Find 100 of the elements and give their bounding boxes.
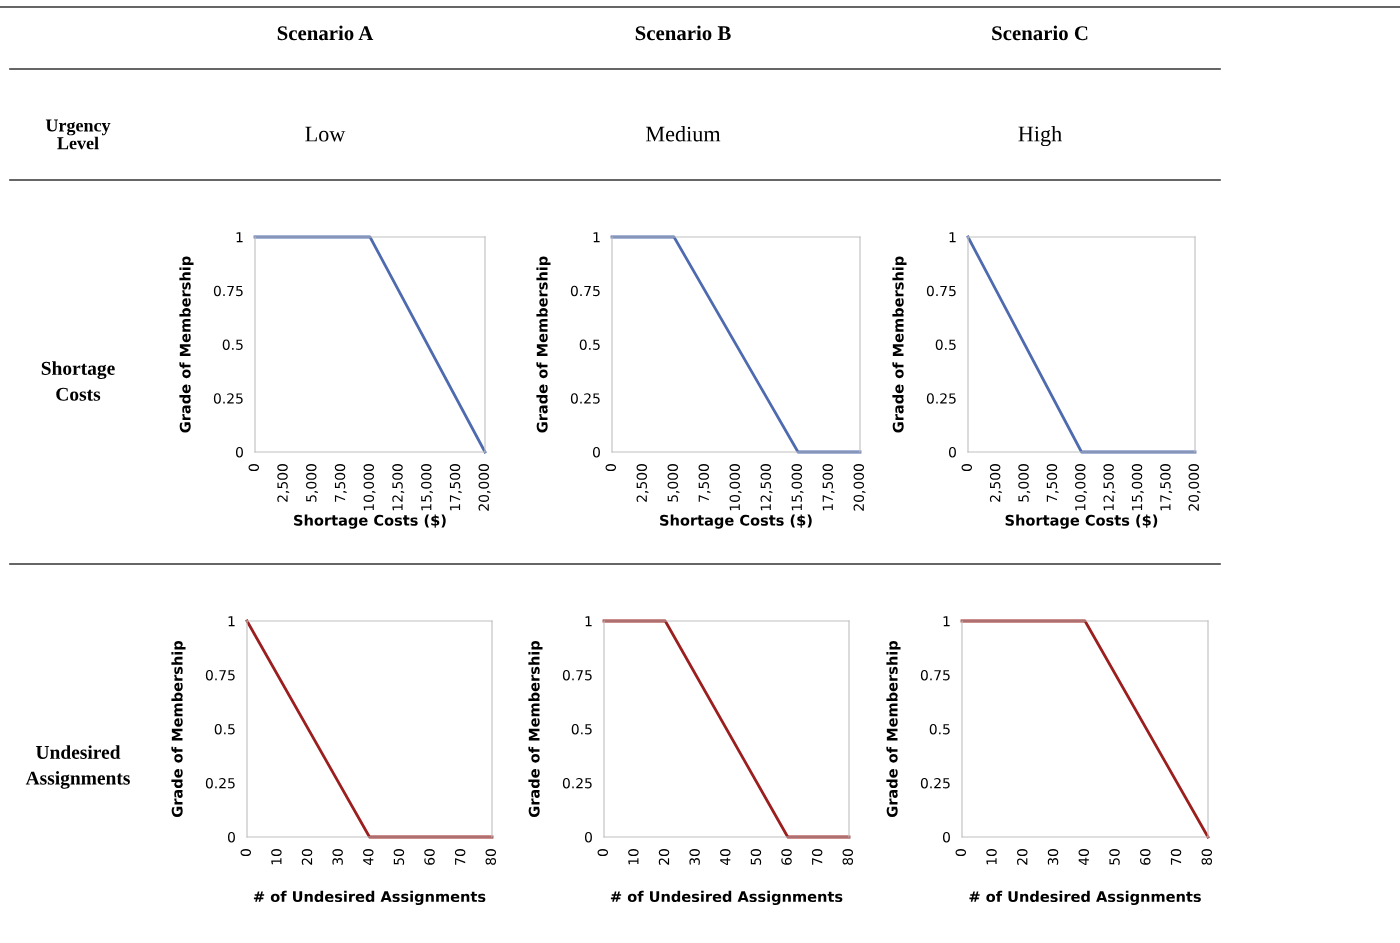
x-tick-label: 17,500 xyxy=(1160,464,1173,511)
x-tick-label: 40 xyxy=(720,849,731,866)
x-tick-label: 40 xyxy=(1078,849,1090,866)
x-tick-label: 30 xyxy=(689,849,700,865)
x-tick-label: 10 xyxy=(271,849,282,865)
y-tick-label: 0.5 xyxy=(579,339,600,350)
x-tick-label: 15,000 xyxy=(421,464,433,511)
x-tick-label: 30 xyxy=(332,849,343,865)
text: Scenario B xyxy=(635,25,731,41)
x-tick-label: 17,500 xyxy=(822,464,835,511)
x-tick-label: 12,500 xyxy=(760,464,773,511)
x-tick-label: 7,500 xyxy=(698,464,711,502)
x-tick-label: 20,000 xyxy=(478,464,491,511)
x-axis-title: Shortage Costs ($) xyxy=(294,514,446,529)
x-axis-title: # of Undesired Assignments xyxy=(610,890,843,906)
y-tick-label: 0.25 xyxy=(570,393,600,404)
x-tick-label: 70 xyxy=(1170,849,1182,865)
y-tick-label: 0.75 xyxy=(562,669,592,681)
x-tick-label: 12,500 xyxy=(392,464,405,511)
y-axis-title: Grade of Membership xyxy=(171,640,186,818)
y-tick-label: 0.75 xyxy=(570,285,600,297)
y-tick-label: 1 xyxy=(949,232,956,243)
y-tick-label: 0.25 xyxy=(562,777,592,789)
x-tick-label: 60 xyxy=(781,849,792,865)
x-tick-label: 0 xyxy=(605,464,617,472)
y-axis-title: Grade of Membership xyxy=(536,256,551,433)
x-tick-label: 80 xyxy=(1201,849,1213,865)
y-tick-label: 0.5 xyxy=(214,723,235,735)
y-tick-label: 1 xyxy=(593,232,600,243)
x-tick-label: 15,000 xyxy=(1131,464,1144,511)
y-tick-label: 0.25 xyxy=(213,393,243,404)
x-tick-label: 0 xyxy=(597,849,609,857)
x-tick-label: 50 xyxy=(393,849,405,865)
x-tick-label: 60 xyxy=(424,849,435,865)
x-tick-label: 70 xyxy=(454,849,466,865)
x-tick-label: 12,500 xyxy=(1103,464,1116,511)
text: Scenario C xyxy=(992,25,1088,41)
x-tick-label: 20 xyxy=(658,849,670,865)
y-tick-label: 0.5 xyxy=(222,339,243,350)
x-tick-label: 2,500 xyxy=(636,464,649,502)
text: Medium xyxy=(645,125,721,142)
y-tick-label: 1 xyxy=(943,616,950,627)
y-tick-label: 0 xyxy=(235,446,243,458)
x-axis-title: Shortage Costs ($) xyxy=(1005,514,1158,529)
y-tick-label: 0 xyxy=(227,831,235,843)
y-tick-label: 0 xyxy=(584,831,592,843)
y-tick-label: 0.5 xyxy=(571,723,592,735)
x-tick-label: 20,000 xyxy=(853,464,866,511)
x-tick-label: 80 xyxy=(842,849,854,865)
x-axis-title: # of Undesired Assignments xyxy=(969,890,1201,906)
y-tick-label: 0.75 xyxy=(213,285,243,297)
y-tick-label: 0.5 xyxy=(929,723,950,735)
text: Urgency Level xyxy=(45,119,111,150)
y-axis-title: Grade of Membership xyxy=(892,256,907,433)
x-tick-label: 5,000 xyxy=(667,464,680,502)
x-tick-label: 15,000 xyxy=(791,464,804,511)
x-tick-label: 7,500 xyxy=(1046,464,1059,502)
y-axis-title: Grade of Membership xyxy=(886,640,901,818)
text: Scenario A xyxy=(277,25,374,41)
x-tick-label: 0 xyxy=(240,849,252,857)
x-tick-label: 20 xyxy=(301,849,313,865)
x-tick-label: 10 xyxy=(986,849,997,865)
y-axis-title: Grade of Membership xyxy=(179,256,194,433)
y-tick-label: 0.25 xyxy=(205,777,235,789)
y-tick-label: 0.75 xyxy=(926,285,956,297)
text: Undesired Assignments xyxy=(25,745,130,789)
y-tick-label: 0.5 xyxy=(935,339,956,350)
y-tick-label: 1 xyxy=(236,232,243,243)
x-tick-label: 80 xyxy=(485,849,497,865)
x-tick-label: 50 xyxy=(750,849,762,865)
x-tick-label: 2,500 xyxy=(277,464,290,502)
x-tick-label: 2,500 xyxy=(989,464,1002,502)
x-tick-label: 20 xyxy=(1017,849,1028,865)
x-tick-label: 40 xyxy=(363,849,374,866)
y-tick-label: 1 xyxy=(585,616,592,627)
x-tick-label: 70 xyxy=(811,849,823,865)
x-tick-label: 17,500 xyxy=(449,464,462,511)
x-tick-label: 60 xyxy=(1140,849,1151,865)
x-tick-label: 0 xyxy=(961,464,973,472)
text: Low xyxy=(305,126,346,142)
x-tick-label: 0 xyxy=(955,849,967,857)
y-tick-label: 0.25 xyxy=(920,777,950,789)
x-tick-label: 50 xyxy=(1109,849,1120,865)
x-tick-label: 5,000 xyxy=(306,464,318,502)
x-tick-label: 20,000 xyxy=(1188,464,1201,511)
x-tick-label: 7,500 xyxy=(334,464,347,502)
x-tick-label: 10,000 xyxy=(729,464,742,511)
y-tick-label: 0 xyxy=(942,831,950,843)
x-tick-label: 10,000 xyxy=(363,464,376,511)
x-tick-label: 10,000 xyxy=(1075,464,1087,511)
y-axis-title: Grade of Membership xyxy=(528,640,543,818)
text: High xyxy=(1018,125,1062,147)
x-tick-label: 5,000 xyxy=(1018,464,1031,502)
y-tick-label: 1 xyxy=(228,616,235,627)
x-tick-label: 30 xyxy=(1047,849,1059,865)
text: Shortage Costs xyxy=(41,361,115,401)
x-tick-label: 10 xyxy=(628,849,639,865)
x-axis-title: Shortage Costs ($) xyxy=(660,514,812,529)
y-tick-label: 0 xyxy=(592,446,600,458)
x-axis-title: # of Undesired Assignments xyxy=(253,890,486,906)
